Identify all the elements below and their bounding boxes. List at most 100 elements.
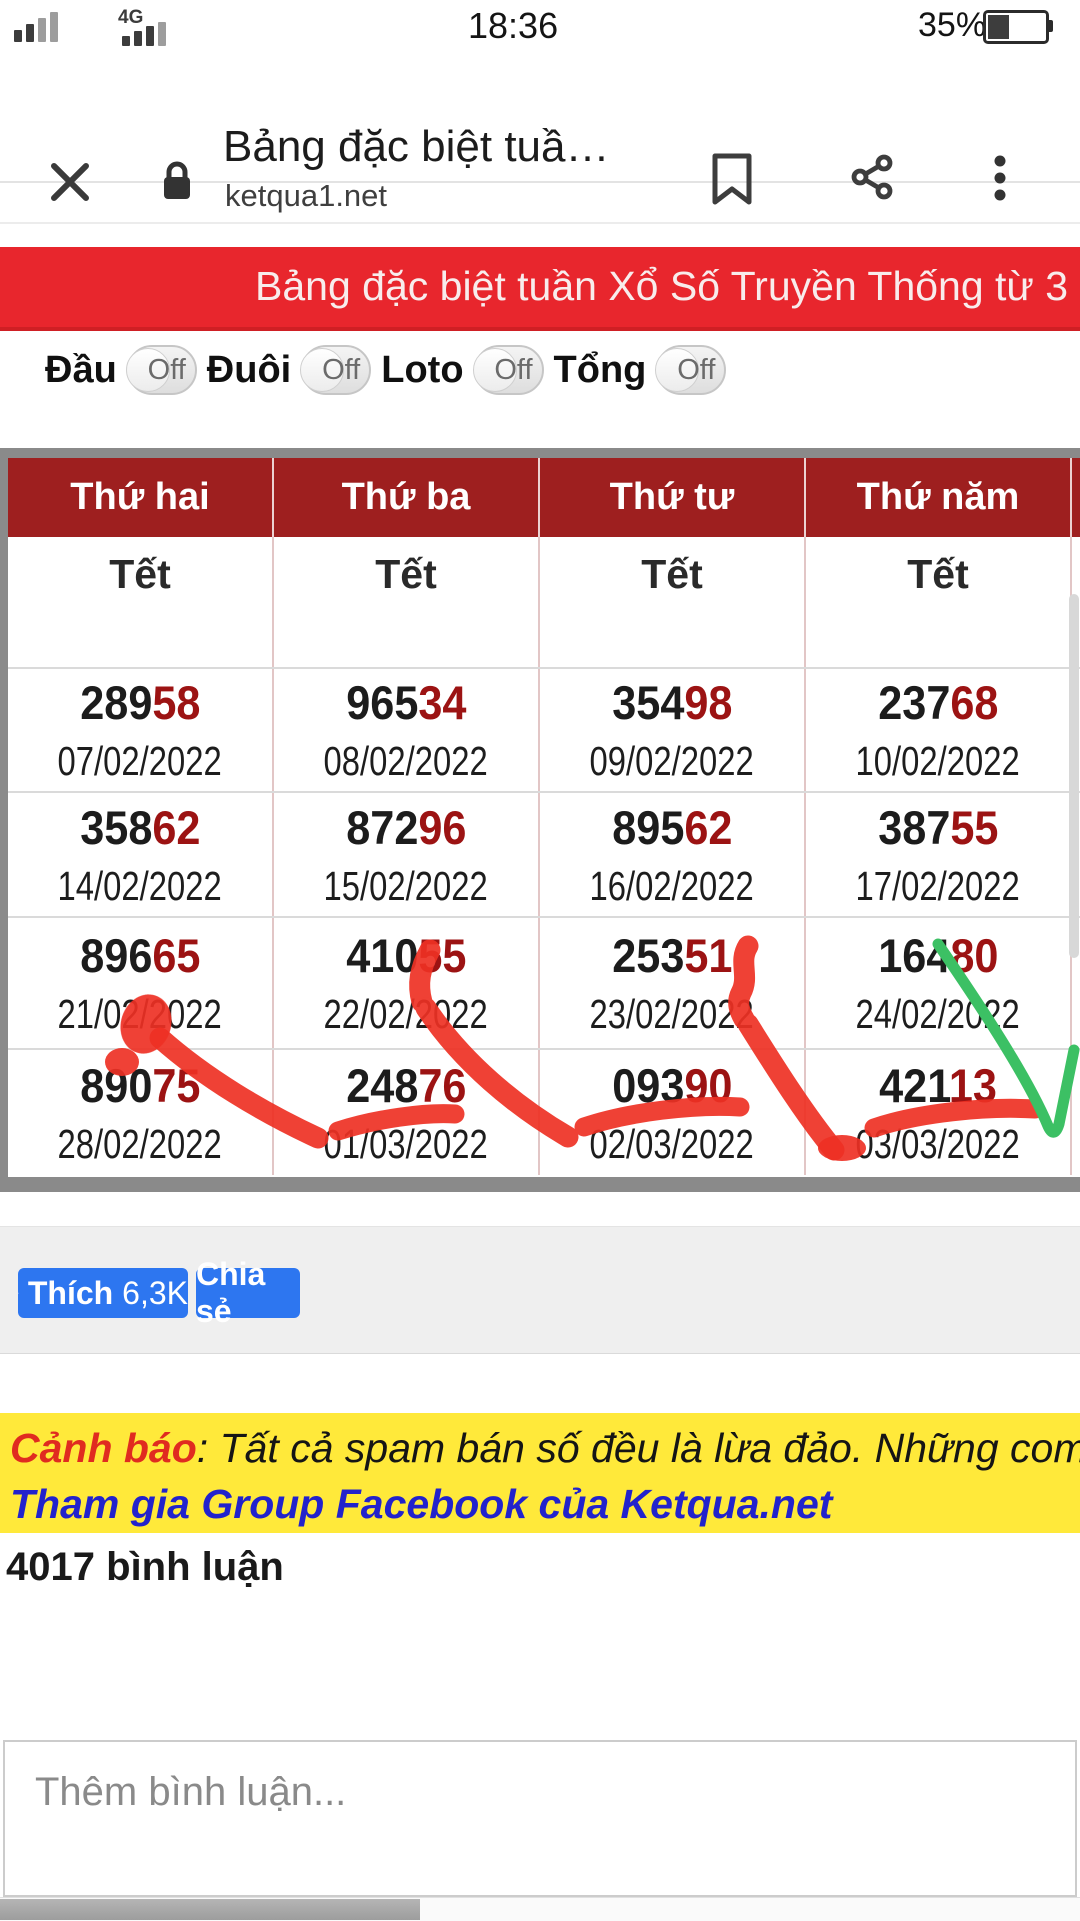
result-number-highlight: 68 [950,676,999,729]
col-header: Thứ hai [8,458,274,537]
result-cell: 89075 28/02/2022 [8,1050,274,1175]
warning-text: Cảnh báo: Tất cả spam bán số đều là lừa … [10,1425,1080,1471]
share-icon[interactable] [848,152,896,202]
result-date: 17/02/2022 [855,862,1021,909]
table-header-row: Thứ hai Thứ ba Thứ tư Thứ năm [8,458,1080,537]
thumb-up-icon [18,1292,19,1294]
result-number: 421 [879,1058,949,1112]
table-row: 35862 14/02/2022 87296 15/02/2022 89562 16/… [8,791,1080,916]
col-header: Thứ năm [806,458,1072,537]
result-number: 093 [611,1058,685,1112]
cell-clipped [1072,1050,1078,1175]
like-label: Thích [27,1274,114,1311]
browser-header: Bảng đặc biệt tuầ… ketqua1.net [0,48,1080,213]
horizontal-scrollbar[interactable] [0,1897,1080,1921]
result-date: 01/03/2022 [323,1120,489,1167]
result-number-highlight: 75 [152,1058,201,1112]
result-date: 10/02/2022 [855,738,1021,784]
close-icon[interactable] [48,160,92,204]
title-banner-text: Bảng đặc biệt tuần Xổ Số Truyền Thống từ… [255,263,1069,309]
menu-kebab-icon[interactable] [993,154,1007,202]
result-cell: 35498 09/02/2022 [540,669,806,791]
signal-icon-2 [122,22,166,46]
holiday-row: Tết Tết Tết Tết [8,537,1080,667]
share-label: Chia sẻ [196,1256,266,1329]
result-cell: 41055 22/02/2022 [274,918,540,1048]
result-number: 410 [345,929,419,982]
result-number: 872 [345,800,419,854]
facebook-like-button[interactable]: Thích 6,3K [18,1268,188,1318]
result-number: 248 [345,1058,419,1112]
filter-label-tong: Tổng [553,348,647,391]
filter-label-duoi: Đuôi [206,348,292,391]
toggle-knob [655,348,700,392]
result-cell: 24876 01/03/2022 [274,1050,540,1175]
filter-label-loto: Loto [381,348,464,391]
facebook-bar: Thích 6,3K Chia sẻ [0,1226,1080,1354]
like-count: 6,3K [122,1274,188,1311]
col-header: Thứ ba [274,458,540,537]
warning-banner: Cảnh báo: Tất cả spam bán số đều là lừa … [0,1413,1080,1533]
battery-percent: 35% [918,6,987,44]
site-url: ketqua1.net [225,178,388,213]
result-cell: 42113 03/03/2022 [806,1050,1072,1175]
result-date: 08/02/2022 [323,738,489,784]
holiday-cell: Tết [806,537,1072,667]
result-date: 28/02/2022 [57,1120,223,1167]
holiday-cell: Tết [540,537,806,667]
result-number-highlight: 96 [418,800,467,854]
facebook-group-link[interactable]: Tham gia Group Facebook của Ketqua.net [10,1481,833,1527]
result-number: 358 [79,800,153,854]
result-number-highlight: 13 [948,1058,997,1112]
result-date: 03/03/2022 [855,1120,1021,1167]
toggle-dau[interactable]: Off [125,345,197,395]
bookmark-icon[interactable] [710,152,754,206]
table-row: 28958 07/02/2022 96534 08/02/2022 35498 09/… [8,667,1080,791]
result-cell: 16480 24/02/2022 [806,918,1072,1048]
result-date: 16/02/2022 [589,862,755,909]
result-number-highlight: 76 [418,1058,467,1112]
comment-input[interactable] [3,1740,1077,1897]
result-number: 890 [79,1058,153,1112]
battery-icon [983,10,1053,44]
result-number-highlight: 90 [684,1058,733,1112]
result-number-highlight: 55 [950,800,999,854]
result-cell: 38755 17/02/2022 [806,793,1072,916]
status-time: 18:36 [468,5,559,46]
result-date: 22/02/2022 [323,991,489,1037]
result-number: 289 [79,676,153,729]
result-cell: 28958 07/02/2022 [8,669,274,791]
toggle-tong[interactable]: Off [655,345,727,395]
result-number: 237 [877,676,951,729]
result-number: 253 [611,929,685,982]
result-cell: 35862 14/02/2022 [8,793,274,916]
title-banner: Bảng đặc biệt tuần Xổ Số Truyền Thống từ… [0,247,1080,331]
table-scrollbar[interactable] [1069,594,1079,958]
result-cell: 25351 23/02/2022 [540,918,806,1048]
toggle-duoi[interactable]: Off [300,345,372,395]
scrollbar-thumb[interactable] [0,1899,420,1920]
filter-label-dau: Đầu [45,348,117,391]
holiday-cell: Tết [274,537,540,667]
result-date: 21/02/2022 [57,991,223,1037]
result-number-highlight: 62 [684,800,733,854]
result-cell: 89665 21/02/2022 [8,918,274,1048]
table-row: 89665 21/02/2022 41055 22/02/2022 25351 23/… [8,916,1080,1048]
result-date: 02/03/2022 [589,1120,755,1167]
warning-label: Cảnh báo [10,1425,197,1471]
result-number-highlight: 65 [152,929,201,982]
comment-count: 4017 bình luận [6,1545,284,1589]
result-number-highlight: 51 [684,929,733,982]
col-header-clipped [1072,458,1078,537]
toggle-loto[interactable]: Off [472,345,544,395]
result-number-highlight: 58 [152,676,201,729]
result-date: 07/02/2022 [57,738,223,784]
result-date: 09/02/2022 [589,738,755,784]
toggle-knob [472,348,517,392]
result-number: 354 [611,676,685,729]
network-4g-icon: 4G [118,7,144,28]
result-number-highlight: 55 [418,929,467,982]
result-cell: 23768 10/02/2022 [806,669,1072,791]
facebook-share-button[interactable]: Chia sẻ [196,1256,300,1329]
col-header: Thứ tư [540,458,806,537]
